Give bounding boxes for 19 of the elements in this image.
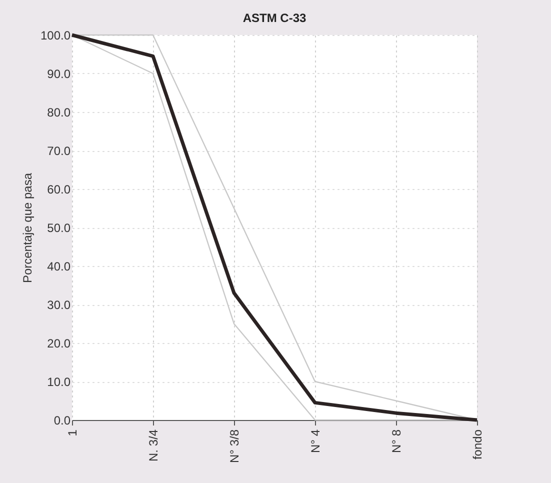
y-tick-label: 10.0: [47, 375, 71, 389]
y-tick-label: 60.0: [47, 182, 71, 196]
x-tick-label: 1: [66, 429, 80, 436]
x-tick-label: fondo: [470, 429, 484, 460]
y-tick-label: 40.0: [47, 260, 71, 274]
y-tick-label: 0.0: [54, 414, 71, 428]
chart-title: ASTM C-33: [242, 11, 306, 25]
x-tick-label: N. 3/4: [146, 429, 160, 462]
y-tick-label: 90.0: [47, 67, 71, 81]
y-axis-title: Porcentaje que pasa: [20, 172, 34, 284]
y-tick-label: 30.0: [47, 298, 71, 312]
x-tick-label: N° 4: [308, 429, 322, 453]
y-tick-label: 20.0: [47, 336, 71, 350]
x-tick-label: N° 3/8: [228, 429, 242, 463]
y-tick-label: 100.0: [40, 28, 71, 42]
x-tick-label: N° 8: [390, 429, 404, 453]
y-tick-label: 50.0: [47, 221, 71, 235]
y-tick-label: 70.0: [47, 144, 71, 158]
y-tick-label: 80.0: [47, 106, 71, 120]
